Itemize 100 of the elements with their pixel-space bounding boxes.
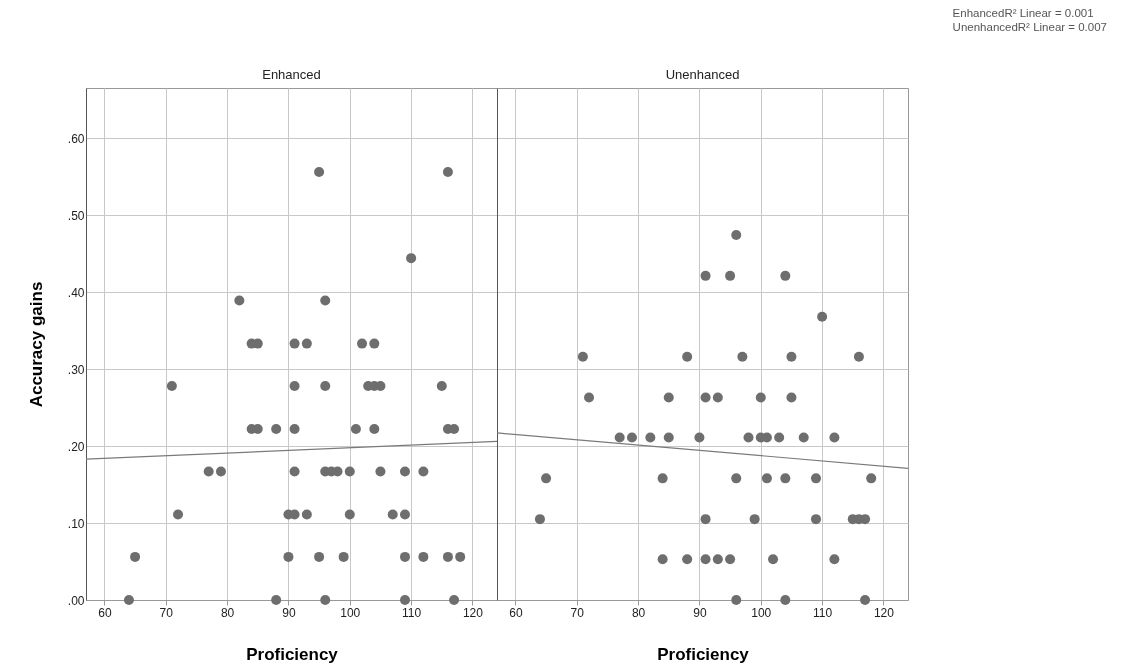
point [657, 473, 668, 484]
point [786, 392, 797, 403]
y-tick-label: .50 [67, 208, 85, 223]
point [338, 551, 349, 562]
point [406, 253, 417, 264]
point [442, 166, 453, 177]
point [731, 230, 742, 241]
point [577, 351, 588, 362]
point [271, 595, 282, 605]
point [314, 166, 325, 177]
point [584, 392, 595, 403]
point [173, 509, 184, 520]
x-tick-label: 60 [509, 605, 523, 620]
chart-title: Unenhanced [665, 67, 740, 82]
point [712, 392, 723, 403]
text: UnenhancedR² Linear = 0.007 [952, 20, 1107, 34]
x-tick-label: 120 [873, 605, 895, 620]
point [442, 551, 453, 562]
y-tick-label: .60 [67, 131, 85, 146]
point [234, 295, 245, 306]
point [418, 551, 429, 562]
point [780, 595, 791, 605]
point [301, 509, 312, 520]
point [215, 466, 226, 477]
point [344, 509, 355, 520]
point [203, 466, 214, 477]
point [387, 509, 398, 520]
point [375, 466, 386, 477]
point [657, 554, 668, 565]
point [344, 466, 355, 477]
point [399, 509, 410, 520]
point [780, 473, 791, 484]
point [700, 514, 711, 525]
point [399, 595, 410, 605]
point [123, 595, 134, 605]
point [289, 338, 300, 349]
x-tick-label: 100 [340, 605, 361, 620]
point [725, 554, 736, 565]
point [761, 473, 772, 484]
point [130, 551, 141, 562]
point [399, 551, 410, 562]
point [737, 351, 748, 362]
point [301, 338, 312, 349]
point [712, 554, 723, 565]
x-axis-title: Proficiency [657, 644, 750, 664]
x-tick-label: 90 [693, 605, 707, 620]
point [798, 432, 809, 443]
x-tick-label: 80 [220, 605, 235, 620]
point [731, 473, 742, 484]
point [743, 432, 754, 443]
y-tick-label: .30 [67, 362, 85, 377]
point [614, 432, 625, 443]
point [725, 270, 736, 281]
point [663, 432, 674, 443]
point [541, 473, 552, 484]
point [357, 338, 368, 349]
point [166, 380, 177, 391]
point [320, 295, 331, 306]
x-tick-label: 90 [282, 605, 296, 620]
y-tick-label: .40 [67, 285, 85, 300]
point [289, 466, 300, 477]
point [626, 432, 637, 443]
chart-title: Enhanced [262, 67, 321, 82]
point [663, 392, 674, 403]
point [314, 551, 325, 562]
point [283, 551, 294, 562]
point [700, 270, 711, 281]
point [399, 466, 410, 477]
point [320, 595, 331, 605]
point [271, 424, 282, 435]
point [700, 392, 711, 403]
point [829, 554, 840, 565]
x-tick-label: 60 [98, 605, 112, 620]
point [534, 514, 545, 525]
point [817, 311, 828, 322]
point [731, 595, 742, 605]
point [829, 432, 840, 443]
point [682, 351, 693, 362]
point [853, 351, 864, 362]
x-tick-label: 120 [462, 605, 484, 620]
point [810, 514, 821, 525]
point [786, 351, 797, 362]
point [682, 554, 693, 565]
point [810, 473, 821, 484]
x-tick-label: 110 [813, 605, 833, 620]
point [860, 595, 871, 605]
point [694, 432, 705, 443]
point [369, 338, 380, 349]
x-tick-label: 70 [159, 605, 174, 620]
text: EnhancedR² Linear = 0.001 [952, 6, 1095, 20]
point [755, 392, 766, 403]
point [289, 424, 300, 435]
point [749, 514, 760, 525]
x-axis-title: Proficiency [246, 644, 339, 664]
point [449, 595, 460, 605]
x-tick-label: 110 [402, 605, 422, 620]
point [645, 432, 656, 443]
point [866, 473, 877, 484]
point [774, 432, 785, 443]
y-axis-title: Accuracy gains [26, 281, 46, 408]
